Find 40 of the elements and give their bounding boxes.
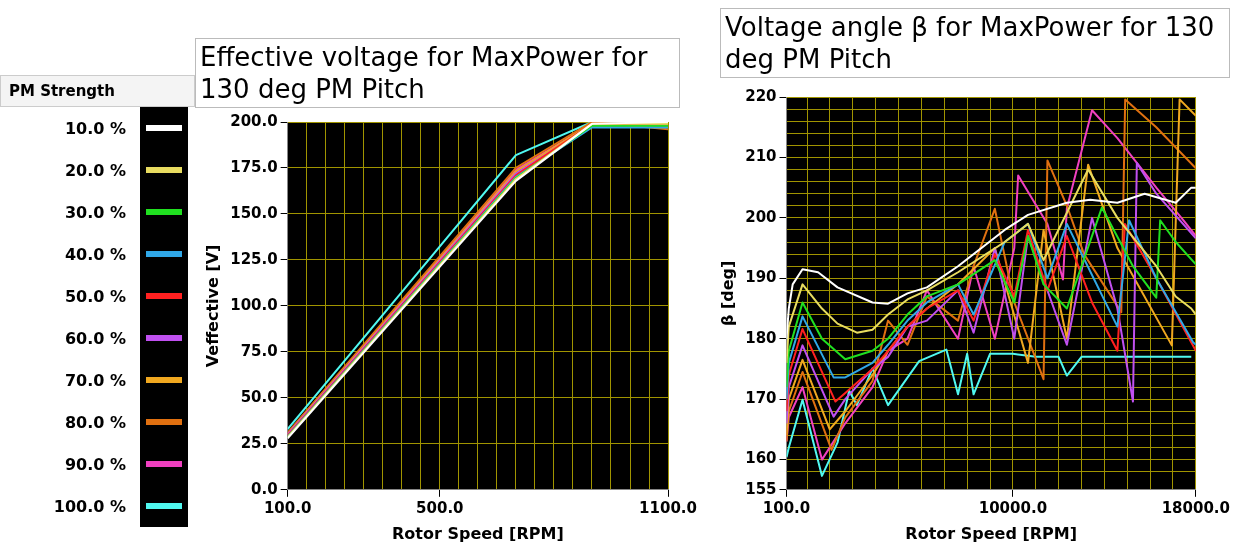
y-tick-label: 170 bbox=[745, 389, 777, 408]
legend-label: 100.0 % bbox=[52, 496, 127, 516]
legend-label: 50.0 % bbox=[63, 286, 127, 306]
x-axis-title: Rotor Speed [RPM] bbox=[391, 523, 564, 543]
y-tick-label: 100.0 bbox=[230, 295, 278, 314]
x-tick-label: 100.0 bbox=[263, 498, 312, 517]
y-axis-title: Veffective [V] bbox=[202, 244, 222, 368]
y-tick-label: 150.0 bbox=[230, 203, 278, 222]
y-tick-label: 180 bbox=[745, 328, 777, 347]
y-tick-label: 200.0 bbox=[230, 111, 278, 130]
legend-label: 30.0 % bbox=[63, 202, 127, 222]
y-tick-label: 200 bbox=[745, 207, 777, 226]
legend-label: 70.0 % bbox=[63, 370, 127, 390]
y-tick-label: 210 bbox=[745, 147, 777, 166]
x-axis-title: Rotor Speed [RPM] bbox=[905, 523, 1078, 543]
x-tick-label: 1100.0 bbox=[639, 498, 697, 517]
y-tick-label: 50.0 bbox=[240, 387, 278, 406]
chart-title: Voltage angle β for MaxPower for 130 deg PM Pitch bbox=[720, 8, 1230, 78]
legend-label: 90.0 % bbox=[63, 454, 127, 474]
y-tick-label: 160 bbox=[745, 449, 777, 468]
legend-label: 40.0 % bbox=[63, 244, 127, 264]
chart-title: Effective voltage for MaxPower for 130 deg PM Pitch bbox=[195, 38, 680, 108]
y-tick-label: 125.0 bbox=[230, 249, 278, 268]
legend-label: 80.0 % bbox=[63, 412, 127, 432]
y-tick-label: 0.0 bbox=[251, 479, 278, 498]
x-tick-label: 100.0 bbox=[762, 498, 811, 517]
y-tick-label: 220 bbox=[745, 86, 777, 105]
legend-label: 20.0 % bbox=[63, 160, 127, 180]
legend-label: 60.0 % bbox=[63, 328, 127, 348]
x-tick-label: 500.0 bbox=[416, 498, 464, 517]
y-tick-label: 25.0 bbox=[240, 433, 278, 452]
legend-title: PM Strength bbox=[0, 75, 195, 107]
x-tick-label: 10000.0 bbox=[978, 498, 1048, 517]
y-tick-label: 155 bbox=[745, 479, 777, 498]
x-tick-label: 18000.0 bbox=[1161, 498, 1230, 517]
y-tick-label: 175.0 bbox=[230, 157, 278, 176]
y-tick-label: 75.0 bbox=[240, 341, 278, 360]
y-axis-title: β [deg] bbox=[717, 260, 737, 327]
legend-label: 10.0 % bbox=[63, 118, 127, 138]
y-tick-label: 190 bbox=[745, 268, 777, 287]
